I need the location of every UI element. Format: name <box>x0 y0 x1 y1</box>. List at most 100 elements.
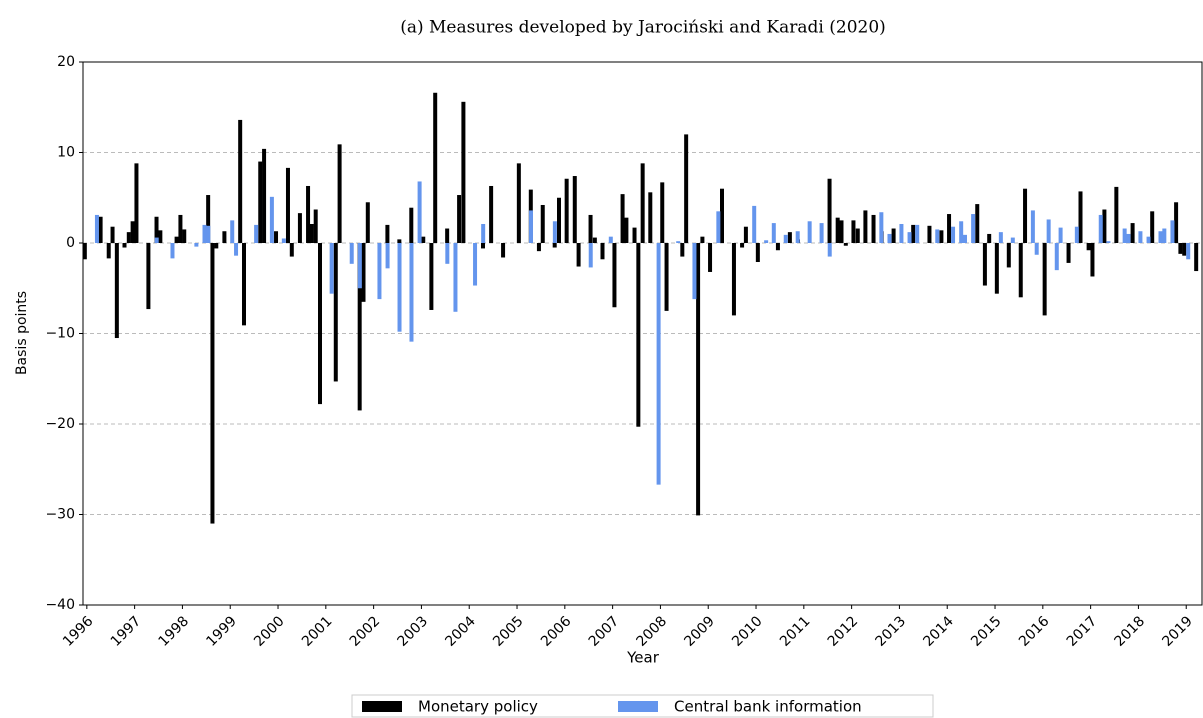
x-tick-label: 2004 <box>442 613 479 650</box>
y-tick-label: 10 <box>57 145 75 161</box>
bar <box>987 233 992 243</box>
bar <box>552 243 557 248</box>
bar <box>94 214 99 243</box>
bar <box>285 167 290 243</box>
bar <box>397 239 402 243</box>
bar <box>851 220 856 243</box>
bar <box>588 243 593 268</box>
bar <box>1046 219 1051 243</box>
legend-label: Central bank information <box>674 698 862 716</box>
bar <box>740 243 745 248</box>
bar <box>947 214 952 243</box>
bar <box>557 197 562 243</box>
bar <box>445 228 450 243</box>
x-tick-label: 2006 <box>538 613 575 650</box>
bar <box>787 232 792 243</box>
bar <box>640 163 645 243</box>
bar <box>719 188 724 243</box>
bar <box>871 214 876 243</box>
x-tick-label: 2005 <box>490 613 527 650</box>
bar <box>656 243 661 485</box>
bar <box>1098 214 1103 243</box>
bar <box>210 243 215 524</box>
bar <box>959 221 964 243</box>
bar <box>731 243 736 316</box>
x-tick-label: 2000 <box>251 613 288 650</box>
bar <box>365 202 370 243</box>
bar <box>1034 243 1039 255</box>
bar <box>130 221 135 243</box>
bar <box>899 223 904 243</box>
bar <box>397 243 402 332</box>
bar <box>385 243 390 269</box>
bar <box>708 243 713 272</box>
bar <box>501 243 506 258</box>
bar <box>612 243 617 308</box>
bar <box>417 181 422 243</box>
legend-swatch <box>618 701 658 712</box>
bar <box>1182 243 1187 256</box>
bar <box>771 223 776 243</box>
bar <box>700 236 705 243</box>
bar <box>608 236 613 243</box>
bar <box>1170 220 1175 243</box>
y-tick-label: −10 <box>45 326 75 342</box>
bar <box>281 238 286 243</box>
bar <box>1090 243 1095 277</box>
bar <box>1078 191 1083 243</box>
bar <box>254 224 259 243</box>
bar <box>783 234 788 243</box>
bar <box>835 217 840 243</box>
bar <box>154 237 159 243</box>
bar <box>939 230 944 243</box>
bar <box>481 223 486 243</box>
bar <box>1162 228 1167 243</box>
bar <box>409 207 414 243</box>
bar <box>258 161 263 243</box>
bar <box>1130 223 1135 243</box>
bar <box>214 243 219 249</box>
x-axis-label: Year <box>626 649 660 667</box>
bar <box>540 204 545 243</box>
x-tick-label: 1998 <box>156 613 193 650</box>
bar <box>110 226 115 243</box>
bar <box>230 220 235 243</box>
bar <box>329 243 334 294</box>
y-axis-label: Basis points <box>14 291 30 375</box>
x-tick-label: 2007 <box>586 613 623 650</box>
x-tick-label: 2016 <box>1016 613 1053 650</box>
y-tick-label: −40 <box>45 597 75 613</box>
bar <box>552 221 557 243</box>
bar <box>1023 188 1028 243</box>
bar <box>879 212 884 243</box>
y-tick-label: 20 <box>57 54 75 70</box>
bar <box>1178 243 1183 254</box>
bar <box>433 92 438 244</box>
bar <box>154 216 159 243</box>
x-tick-label: 2012 <box>825 613 862 650</box>
x-tick-label: 2009 <box>681 613 718 650</box>
bar <box>262 148 267 243</box>
bar <box>592 237 597 243</box>
bar <box>182 229 187 243</box>
bar <box>927 225 932 243</box>
bar <box>333 243 338 382</box>
bar <box>664 243 669 311</box>
x-tick-label: 2019 <box>1159 613 1196 650</box>
bar <box>891 228 896 243</box>
x-tick-label: 2001 <box>299 613 336 650</box>
bar <box>241 243 246 326</box>
bar <box>982 243 987 286</box>
bar <box>453 243 458 312</box>
bar <box>528 210 533 243</box>
bar <box>764 240 769 243</box>
bar <box>1042 243 1047 316</box>
bar <box>855 228 860 243</box>
x-tick-label: 2015 <box>968 613 1005 650</box>
bar <box>632 227 637 243</box>
bar <box>696 243 701 516</box>
bar <box>716 211 721 243</box>
bar <box>843 243 848 246</box>
bar <box>146 243 151 310</box>
